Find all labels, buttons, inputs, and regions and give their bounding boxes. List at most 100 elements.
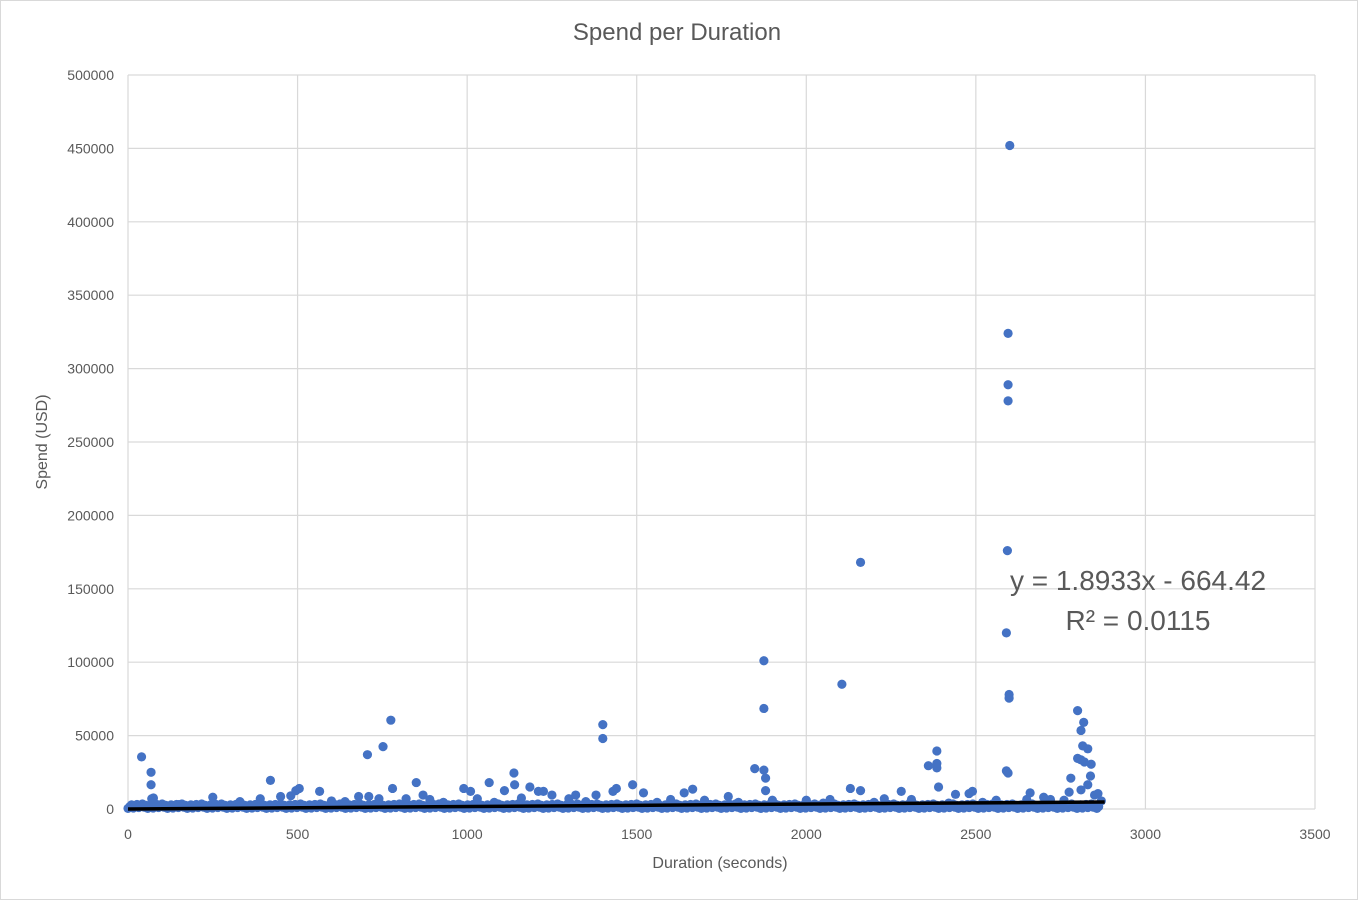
data-point — [354, 791, 364, 802]
data-point — [699, 795, 710, 805]
data-point — [146, 780, 156, 790]
y-axis-ticks: 0 50000 100000 150000 200000 250000 300000 3500… — [67, 67, 114, 817]
data-point — [146, 767, 156, 777]
data-point — [933, 782, 944, 792]
data-point — [1064, 787, 1074, 797]
x-tick-label: 500 — [286, 826, 310, 842]
y-axis-title: Spend (USD) — [34, 394, 51, 489]
data-point — [499, 786, 510, 796]
data-point — [879, 794, 889, 804]
x-tick-label: 3000 — [1130, 826, 1161, 842]
y-tick-label: 0 — [106, 801, 114, 817]
gridlines — [128, 74, 1316, 809]
data-point — [1073, 706, 1083, 716]
data-point — [896, 786, 906, 796]
data-point — [723, 791, 733, 802]
data-point — [598, 733, 608, 744]
y-tick-label: 350000 — [67, 287, 114, 303]
data-point — [837, 679, 847, 689]
data-point — [378, 742, 388, 752]
data-point — [638, 788, 649, 798]
x-tick-label: 1000 — [452, 826, 483, 842]
data-point — [1004, 693, 1014, 703]
data-point — [759, 765, 769, 775]
data-point — [525, 782, 535, 792]
y-tick-label: 500000 — [67, 67, 114, 83]
data-point — [286, 791, 296, 801]
data-point — [950, 789, 961, 799]
y-tick-label: 450000 — [67, 140, 114, 156]
data-point — [855, 557, 866, 567]
chart-title: Spend per Duration — [573, 19, 781, 46]
data-point — [760, 786, 771, 796]
data-point — [1086, 759, 1096, 769]
data-point — [608, 786, 618, 796]
data-point — [688, 784, 698, 794]
data-point — [255, 794, 265, 804]
data-point — [598, 719, 608, 730]
data-point — [628, 780, 638, 790]
trendline-group — [127, 800, 1105, 811]
data-point — [315, 786, 325, 796]
data-point — [148, 793, 159, 803]
data-point — [750, 764, 760, 774]
y-tick-label: 400000 — [67, 214, 114, 230]
x-axis-title: Duration (seconds) — [652, 855, 787, 872]
data-point — [326, 796, 337, 806]
y-tick-label: 300000 — [67, 361, 114, 377]
data-point — [509, 768, 519, 778]
data-point — [235, 797, 245, 807]
data-point — [591, 790, 601, 800]
data-point — [759, 656, 769, 666]
data-point — [1089, 790, 1100, 800]
data-point — [932, 746, 942, 756]
data-points — [123, 140, 1106, 814]
y-tick-label: 100000 — [67, 654, 114, 670]
data-point — [401, 794, 411, 804]
data-point — [265, 775, 276, 785]
data-point — [484, 777, 494, 788]
data-point — [136, 752, 147, 762]
data-point — [362, 750, 373, 760]
data-point — [1076, 785, 1086, 795]
data-point — [1079, 717, 1089, 727]
data-point — [411, 777, 421, 788]
data-point — [1083, 744, 1093, 754]
y-tick-label: 150000 — [67, 581, 114, 597]
data-point — [438, 797, 449, 807]
data-point — [1003, 380, 1013, 390]
data-point — [1001, 628, 1011, 638]
data-point — [964, 788, 974, 799]
data-point — [364, 791, 374, 802]
x-tick-label: 2500 — [960, 826, 991, 842]
data-point — [538, 786, 549, 796]
data-point — [923, 761, 933, 771]
data-point — [767, 795, 777, 805]
y-tick-label: 250000 — [67, 434, 114, 450]
data-point — [564, 794, 574, 804]
data-point — [516, 793, 527, 803]
data-point — [465, 786, 476, 796]
data-point — [666, 794, 676, 805]
data-point — [276, 791, 286, 802]
data-point — [374, 794, 384, 804]
data-point — [759, 703, 769, 714]
x-tick-label: 2000 — [791, 826, 822, 842]
y-tick-label: 200000 — [67, 507, 114, 523]
data-point — [571, 790, 581, 800]
data-point — [547, 790, 557, 800]
data-point — [472, 794, 482, 804]
data-point — [418, 790, 428, 800]
data-point — [1003, 768, 1013, 778]
data-point — [1003, 396, 1013, 406]
data-point — [1003, 328, 1013, 338]
y-tick-label: 50000 — [75, 728, 114, 744]
trendline-r2: R² = 0.0115 — [1065, 605, 1210, 636]
data-point — [1002, 546, 1012, 556]
trendline-equation: y = 1.8933x - 664.42 — [1010, 565, 1266, 596]
data-point — [1085, 771, 1096, 781]
trendline — [127, 800, 1105, 811]
data-point — [855, 786, 866, 796]
